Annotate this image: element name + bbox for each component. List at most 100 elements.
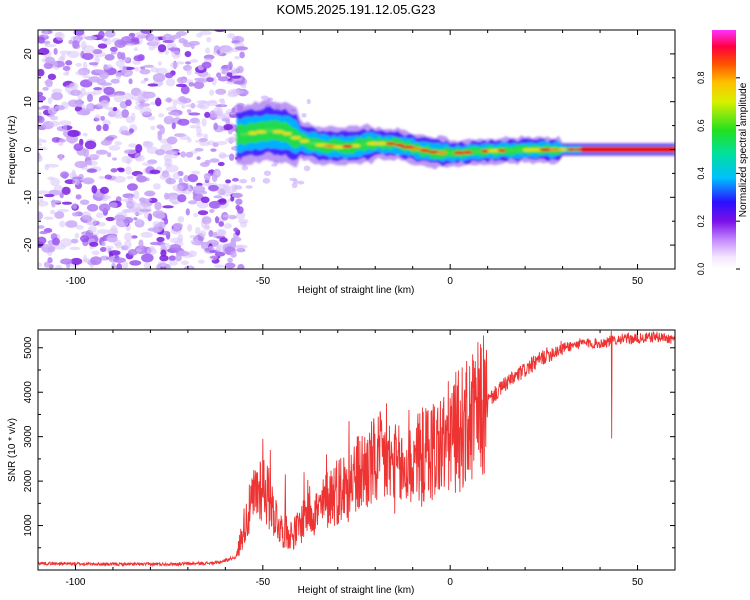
signal-core — [581, 146, 675, 153]
snr-y-tick-label: 3000 — [23, 425, 34, 448]
noise-blob — [204, 111, 211, 119]
noise-blob — [169, 243, 182, 251]
noise-blob — [43, 261, 50, 268]
noise-blob — [43, 30, 49, 37]
noise-blob — [69, 246, 81, 251]
noise-blob — [38, 111, 42, 117]
noise-blob — [140, 231, 153, 238]
colorbar-tick-label: 0.0 — [696, 263, 706, 276]
noise-blob — [38, 225, 45, 229]
noise-blob — [39, 230, 48, 235]
noise-blob — [152, 73, 166, 83]
noise-blob — [306, 98, 311, 105]
noise-blob — [60, 258, 73, 265]
noise-blob — [170, 227, 182, 235]
noise-blob — [197, 210, 209, 216]
noise-blob — [62, 65, 71, 71]
noise-blob — [201, 216, 212, 225]
noise-blob — [91, 250, 100, 256]
noise-blob — [193, 212, 199, 218]
noise-blob — [141, 253, 154, 263]
noise-blob — [187, 174, 199, 183]
colorbar-tick-label: 0.2 — [696, 215, 706, 228]
noise-blob — [189, 124, 201, 129]
noise-blob — [144, 191, 155, 197]
noise-blob — [201, 61, 212, 69]
noise-blob — [114, 39, 127, 48]
snr-panel: -100 -50 0 50 1000 2000 3000 4000 5000 Height o… — [7, 329, 676, 596]
noise-blob — [136, 175, 148, 183]
noise-blob — [38, 211, 43, 221]
noise-blob — [212, 232, 218, 238]
noise-blob — [235, 46, 249, 51]
noise-blob — [95, 149, 108, 155]
noise-blob — [131, 235, 138, 239]
signal-hotspot — [351, 144, 361, 148]
noise-blob — [60, 238, 73, 247]
noise-blob — [108, 250, 121, 256]
noise-blob — [168, 255, 176, 262]
noise-blob — [38, 142, 43, 147]
noise-blob — [156, 236, 165, 243]
colorbar-tick-label: 0.4 — [696, 167, 706, 180]
noise-blob — [125, 99, 132, 107]
noise-blob — [171, 200, 178, 205]
noise-blob — [171, 34, 182, 39]
noise-blob — [121, 198, 134, 202]
noise-blob — [99, 255, 110, 261]
noise-blob — [87, 154, 101, 158]
noise-blob — [67, 129, 80, 138]
noise-blob — [140, 30, 153, 34]
signal-hotspot — [239, 132, 249, 136]
noise-blob — [76, 98, 83, 108]
noise-blob — [96, 229, 110, 235]
signal-hotspot — [282, 132, 292, 136]
noise-blob — [215, 244, 221, 253]
noise-blob — [126, 175, 134, 180]
noise-blob — [38, 236, 47, 245]
noise-blob — [192, 185, 206, 193]
noise-blob — [133, 55, 144, 62]
noise-blob — [209, 158, 220, 163]
noise-blob — [188, 112, 201, 116]
noise-blob — [227, 257, 233, 263]
noise-blob — [218, 221, 225, 227]
noise-blob — [97, 30, 105, 39]
noise-blob — [165, 72, 174, 79]
noise-blob — [195, 33, 203, 38]
noise-blob — [133, 217, 138, 221]
noise-blob — [263, 170, 272, 176]
signal-hotspot — [376, 141, 388, 146]
noise-blob — [76, 110, 90, 116]
noise-blob — [180, 97, 192, 104]
noise-blob — [112, 157, 118, 161]
noise-blob — [115, 59, 125, 68]
noise-blob — [301, 112, 307, 118]
spectrogram-y-axis-label: Frequency (Hz) — [7, 116, 18, 185]
noise-blob — [239, 51, 245, 59]
spectrogram-x-tick-label: 0 — [447, 276, 453, 287]
noise-blob — [59, 220, 66, 228]
snr-y-tick-label: 2000 — [23, 470, 34, 493]
noise-blob — [135, 248, 142, 253]
noise-blob — [82, 52, 94, 61]
noise-blob — [134, 104, 144, 111]
noise-blob — [231, 67, 240, 76]
noise-blob — [203, 173, 211, 181]
noise-blob — [217, 76, 229, 82]
noise-blob — [101, 197, 108, 202]
noise-blob — [109, 202, 118, 208]
noise-blob — [189, 59, 199, 63]
noise-blob — [172, 172, 180, 180]
noise-blob — [129, 260, 142, 266]
noise-blob — [171, 49, 181, 59]
noise-blob — [230, 239, 237, 248]
noise-blob — [203, 133, 209, 140]
noise-blob — [64, 85, 71, 93]
noise-blob — [208, 184, 219, 192]
noise-blob — [177, 250, 190, 257]
noise-blob — [150, 125, 156, 131]
noise-blob — [201, 118, 207, 127]
noise-blob — [221, 65, 229, 69]
noise-blob — [149, 169, 161, 175]
